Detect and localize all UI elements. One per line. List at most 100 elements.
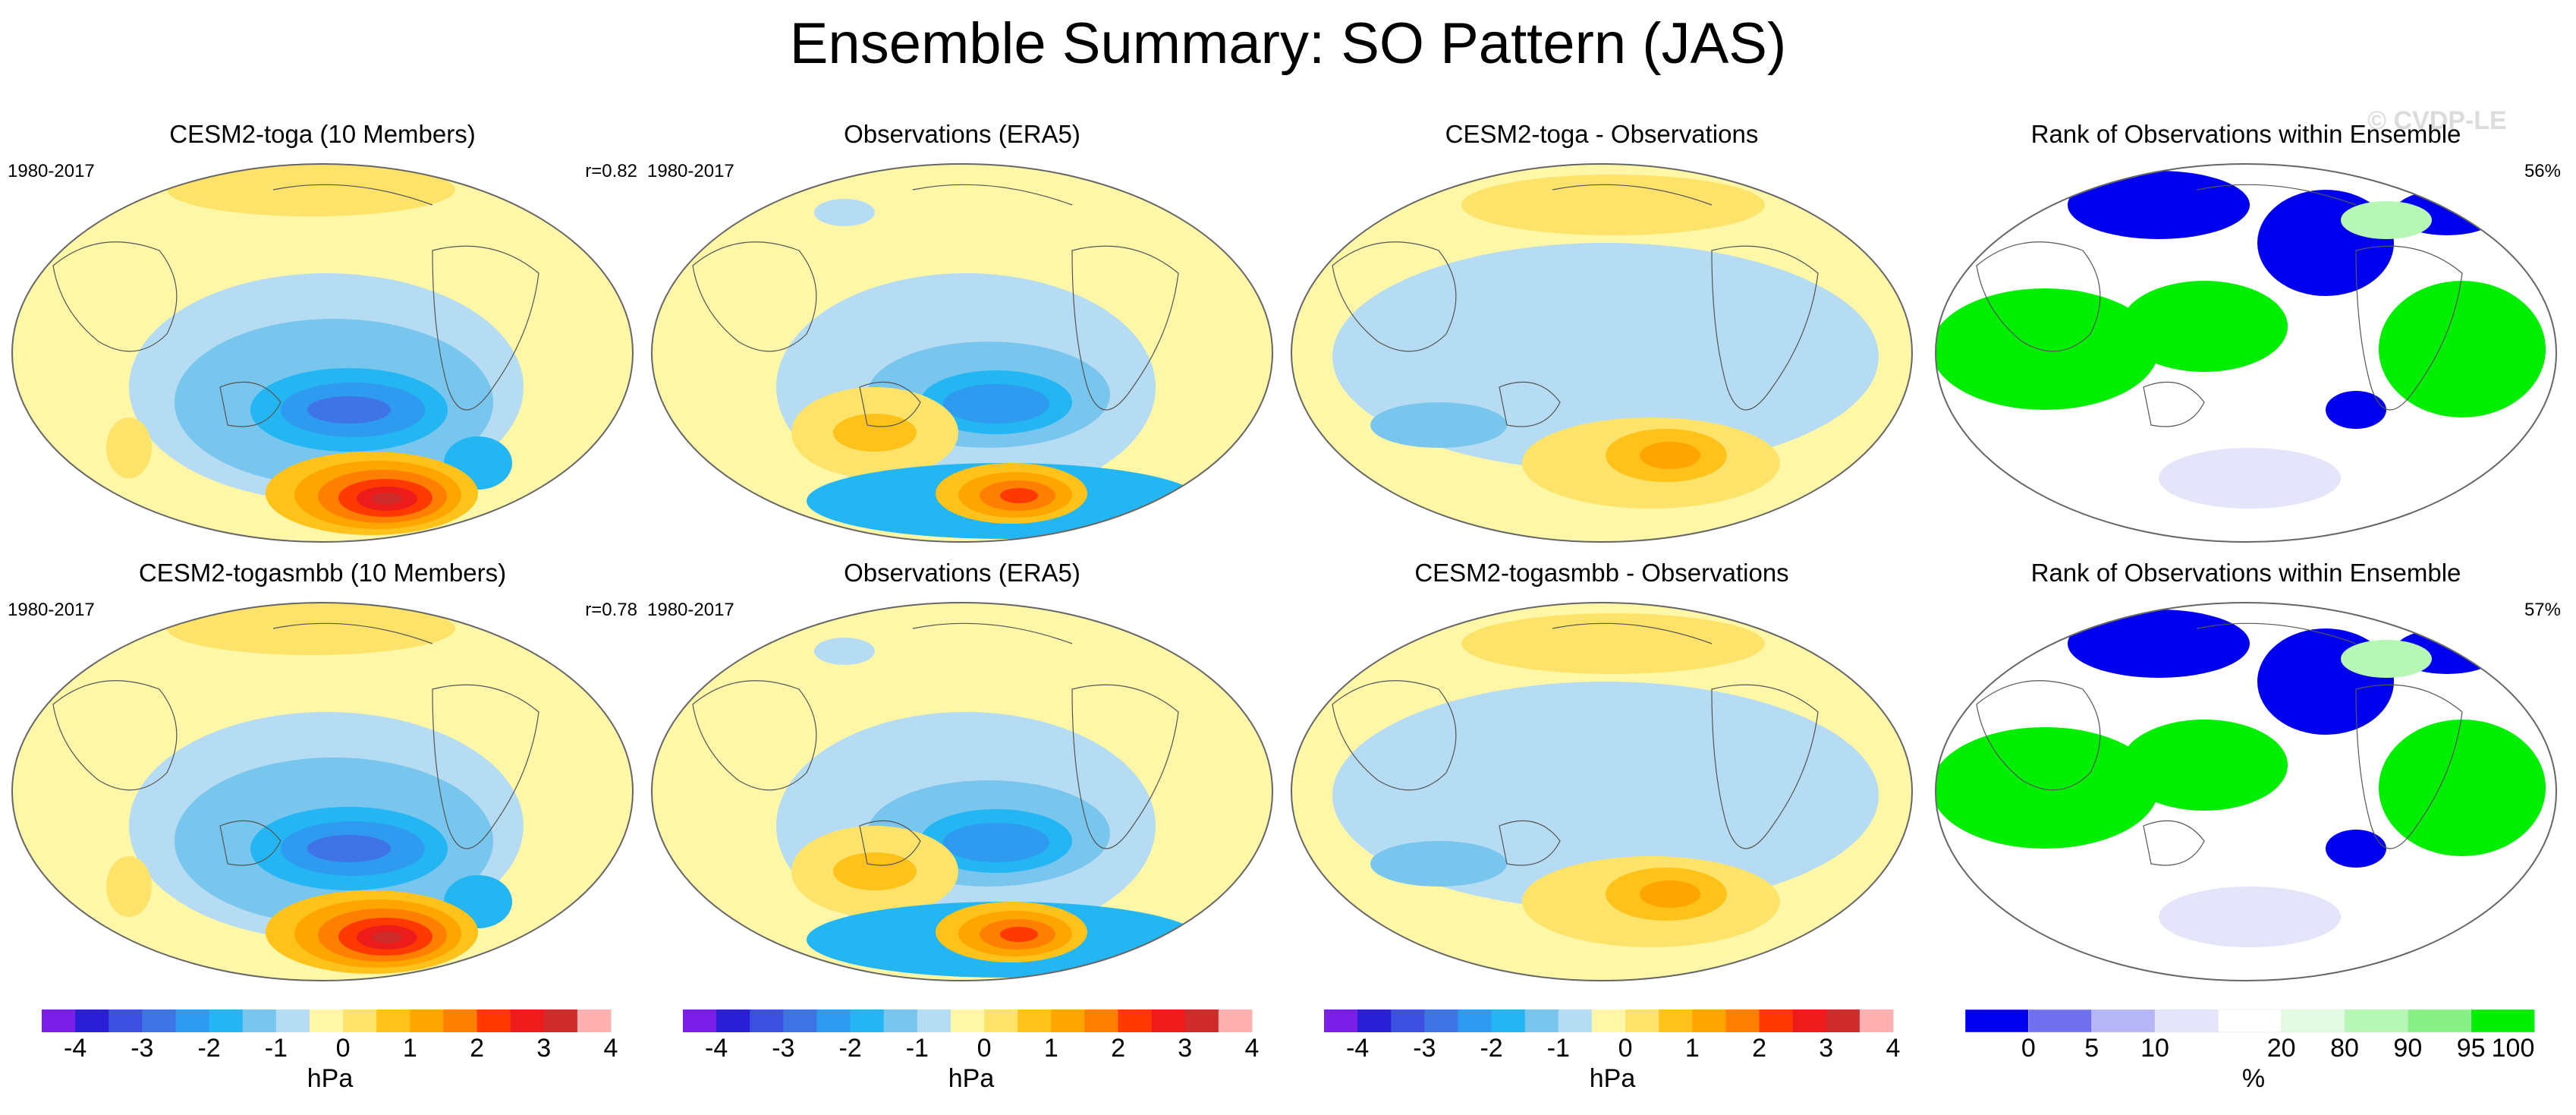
- colorbar-swatch: [2218, 1009, 2282, 1033]
- rank-percent-label: 57%: [2524, 600, 2561, 620]
- colorbar-swatch: [1424, 1009, 1458, 1032]
- robinson-map: [11, 163, 634, 543]
- colorbar-swatch: [1184, 1009, 1219, 1032]
- colorbar: -4 -3 -2 -1 0 1 2 3 4 hPa: [1324, 1009, 1923, 1101]
- map-outline: [1935, 163, 2557, 543]
- coastlines: [52, 622, 539, 866]
- contour-positive: [1640, 442, 1700, 469]
- map-panel: Rank of Observations within Ensemble 57%: [1931, 559, 2561, 987]
- colorbar-swatch: [2471, 1009, 2535, 1033]
- contour-positive: [167, 164, 455, 216]
- contour-positive: [1000, 927, 1038, 942]
- robinson-map: [1935, 602, 2557, 981]
- colorbar-tick-label: -4: [705, 1034, 728, 1063]
- colorbar-swatch: [1792, 1009, 1827, 1032]
- colorbar-swatch: [1625, 1009, 1659, 1032]
- colorbar-swatch: [1558, 1009, 1593, 1032]
- colorbar-tick-label: -1: [1547, 1034, 1570, 1063]
- colorbar-swatch: [209, 1009, 244, 1032]
- map-outline: [1291, 163, 1913, 543]
- colorbar-swatch: [309, 1009, 344, 1032]
- coastlines: [692, 184, 1179, 427]
- colorbar-tick-label: -3: [1413, 1034, 1436, 1063]
- panel-title: Rank of Observations within Ensemble: [2030, 559, 2461, 587]
- rank-percent-label: 56%: [2524, 161, 2561, 181]
- contour-negative: [814, 638, 875, 665]
- colorbar-swatch: [543, 1009, 578, 1032]
- colorbar-tick-label: 0: [2021, 1034, 2036, 1063]
- colorbar-tick-label: -3: [772, 1034, 794, 1063]
- colorbar-swatch: [950, 1009, 985, 1032]
- colorbar-swatch: [42, 1009, 76, 1032]
- colorbar-swatch: [443, 1009, 478, 1032]
- colorbar-tick-label: 5: [2084, 1034, 2099, 1063]
- colorbar-swatch: [142, 1009, 176, 1032]
- colorbar-tick-label: 95: [2457, 1034, 2486, 1063]
- colorbar-swatch: [850, 1009, 885, 1032]
- colorbar-tick-label: 0: [1618, 1034, 1633, 1063]
- colorbar-swatch: [1491, 1009, 1526, 1032]
- map-panel: Observations (ERA5) 1980-2017: [647, 559, 1277, 987]
- colorbar-swatch: [1118, 1009, 1153, 1032]
- contour-negative: [943, 384, 1049, 424]
- colorbar-tick-label: -1: [265, 1034, 288, 1063]
- colorbar-tick-label: -2: [1480, 1034, 1502, 1063]
- colorbar-tick-label: -2: [838, 1034, 861, 1063]
- colorbar-swatch: [1826, 1009, 1860, 1032]
- panel-title: CESM2-toga - Observations: [1445, 120, 1759, 148]
- colorbar: -4 -3 -2 -1 0 1 2 3 4 hPa: [683, 1009, 1282, 1101]
- map-panel: CESM2-toga (10 Members) 1980-2017 r=0.82: [8, 120, 637, 548]
- rank-region-mid: [2159, 887, 2341, 947]
- colorbar-swatch: [1391, 1009, 1425, 1032]
- coastlines: [52, 184, 539, 427]
- rank-region-mid: [2159, 448, 2341, 509]
- colorbar-tick-label: -1: [906, 1034, 929, 1063]
- map-outline: [1291, 602, 1913, 981]
- coastlines: [1332, 184, 1819, 427]
- colorbar-swatch: [1725, 1009, 1760, 1032]
- colorbar-swatch: [376, 1009, 410, 1032]
- period-label: 1980-2017: [8, 600, 95, 620]
- colorbar-tick-label: 2: [470, 1034, 484, 1063]
- colorbar-tick-label: 3: [1819, 1034, 1833, 1063]
- colorbar-tick-label: 1: [1685, 1034, 1700, 1063]
- contour-negative: [943, 823, 1049, 862]
- colorbar-swatch: [242, 1009, 277, 1032]
- colorbar: -4 -3 -2 -1 0 1 2 3 4 hPa: [42, 1009, 641, 1101]
- colorbar-tick-label: -4: [64, 1034, 86, 1063]
- robinson-map: [11, 602, 634, 981]
- robinson-map: [1291, 163, 1913, 543]
- colorbar-swatch: [1591, 1009, 1626, 1032]
- colorbar-tick-label: -2: [197, 1034, 220, 1063]
- contour-positive: [372, 931, 402, 943]
- colorbar-tick-label: 3: [1178, 1034, 1192, 1063]
- contour-positive: [1640, 880, 1700, 908]
- panel-title: CESM2-togasmbb - Observations: [1414, 559, 1789, 587]
- colorbar-swatch: [1324, 1009, 1358, 1032]
- rank-region-low: [2068, 609, 2250, 678]
- rank-region-low: [2068, 171, 2250, 239]
- rank-region-low: [2326, 391, 2386, 429]
- colorbar-unit: %: [2241, 1064, 2266, 1093]
- contour-positive: [1000, 488, 1038, 503]
- colorbar-swatch: [1859, 1009, 1894, 1032]
- contour-positive: [167, 603, 455, 655]
- colorbar-swatch: [1018, 1009, 1052, 1032]
- contour-negative: [307, 396, 391, 424]
- map-panel: Rank of Observations within Ensemble 56%: [1931, 120, 2561, 548]
- colorbar-swatch: [275, 1009, 310, 1032]
- panel-title: Observations (ERA5): [844, 559, 1080, 587]
- coastlines: [1976, 184, 2463, 427]
- map-panel: Observations (ERA5) 1980-2017: [647, 120, 1277, 548]
- colorbar-swatch: [510, 1009, 545, 1032]
- colorbar-swatch: [883, 1009, 918, 1032]
- rank-region-high: [1936, 727, 2159, 849]
- colorbar-swatch: [1357, 1009, 1392, 1032]
- colorbar-swatch: [75, 1009, 109, 1032]
- colorbar-swatch: [750, 1009, 784, 1032]
- contour-positive: [1461, 175, 1765, 235]
- colorbar-tick-label: 2: [1752, 1034, 1766, 1063]
- colorbar-swatch: [343, 1009, 377, 1032]
- colorbar-swatch: [1151, 1009, 1186, 1032]
- colorbar-swatch: [577, 1009, 612, 1032]
